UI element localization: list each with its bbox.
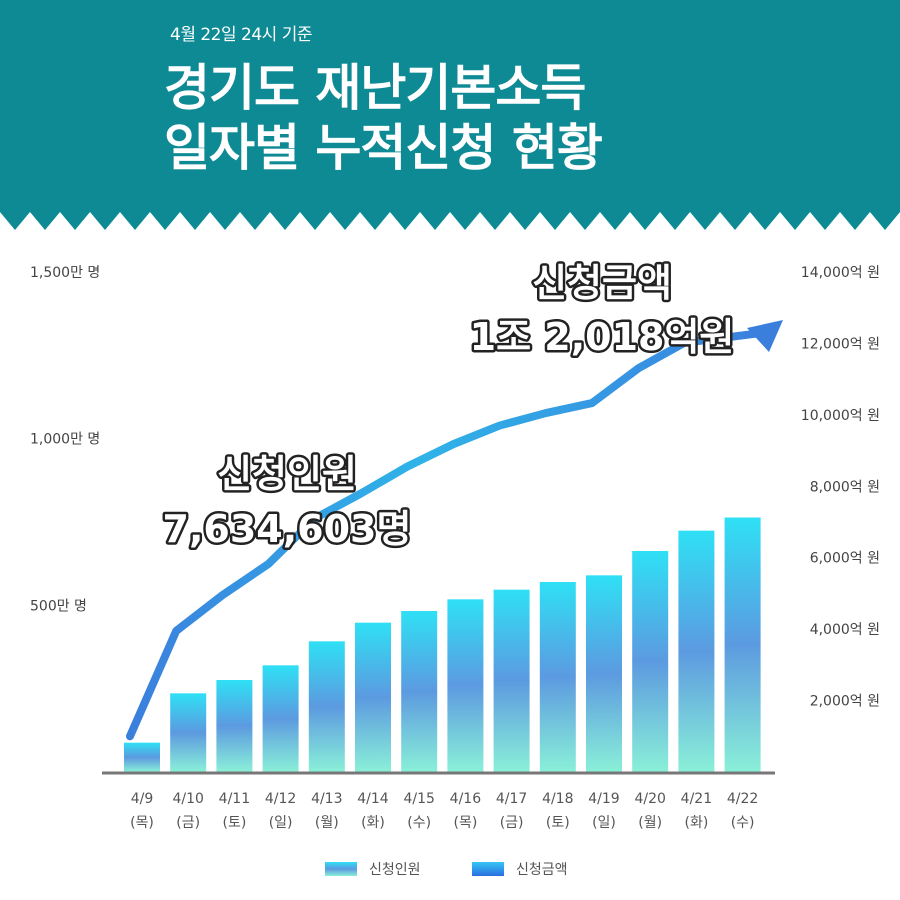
x-tick-label: 4/20	[634, 791, 665, 807]
header-background	[0, 0, 900, 230]
bar-4-10	[170, 693, 207, 772]
x-tick-weekday: (화)	[361, 815, 385, 831]
right-axis-tick-label: 14,000억 원	[801, 265, 880, 281]
legend-swatch-line	[472, 862, 504, 876]
bar-4-9	[124, 742, 160, 772]
x-tick-label: 4/12	[265, 791, 296, 807]
legend-item-amount: 신청금액	[472, 858, 568, 880]
x-tick-label: 4/18	[542, 791, 573, 807]
bar-4-22	[724, 517, 761, 772]
right-axis-tick-label: 6,000억 원	[810, 551, 880, 567]
x-tick-weekday: (일)	[592, 815, 616, 831]
right-axis-tick-label: 10,000억 원	[801, 408, 880, 424]
x-tick-weekday: (금)	[500, 815, 524, 831]
x-tick-weekday: (목)	[130, 815, 154, 831]
bar-4-13	[308, 641, 345, 772]
x-tick-weekday: (화)	[684, 815, 708, 831]
right-axis-tick-label: 2,000억 원	[810, 694, 880, 710]
x-tick-weekday: (토)	[546, 815, 570, 831]
bar-4-19	[586, 575, 622, 772]
bar-4-18	[539, 582, 576, 772]
bar-4-20	[632, 551, 669, 772]
x-tick-label: 4/10	[172, 791, 203, 807]
bar-4-16	[447, 599, 484, 772]
bar-4-17	[493, 589, 530, 772]
legend-label-applicants: 신청인원	[369, 862, 421, 878]
page-title-line2: 일자별 누적신청 현황	[164, 119, 603, 177]
right-axis-tick-label: 12,000억 원	[801, 336, 880, 352]
x-tick-weekday: (목)	[453, 815, 477, 831]
page-title-line1: 경기도 재난기본소득	[164, 59, 586, 117]
annotation-applicants-value: 7,634,603명	[163, 507, 412, 551]
x-tick-label: 4/16	[450, 791, 482, 807]
x-tick-weekday: (금)	[176, 815, 200, 831]
right-axis-tick-label: 4,000억 원	[810, 622, 880, 638]
legend-item-applicants: 신청인원	[325, 858, 421, 880]
x-tick-label: 4/11	[219, 791, 250, 807]
bar-4-11	[216, 680, 253, 772]
x-tick-label: 4/9	[131, 791, 154, 807]
bar-4-12	[262, 665, 299, 772]
x-tick-weekday: (일)	[269, 815, 293, 831]
bar-4-21	[678, 530, 715, 772]
x-tick-weekday: (월)	[315, 815, 339, 831]
legend-label-amount: 신청금액	[516, 862, 568, 878]
x-tick-label: 4/22	[727, 791, 758, 807]
x-tick-label: 4/14	[357, 791, 389, 807]
x-tick-label: 4/15	[403, 791, 434, 807]
legend-swatch-bar	[325, 862, 357, 876]
amount-line	[126, 328, 773, 741]
x-tick-label: 4/19	[588, 791, 619, 807]
left-axis-tick-label: 500만 명	[30, 598, 87, 614]
bar-4-14	[355, 622, 391, 772]
header-banner: 4월 22일 24시 기준 경기도 재난기본소득 일자별 누적신청 현황	[0, 0, 900, 240]
bar-4-15	[401, 611, 438, 772]
x-tick-label: 4/17	[496, 791, 527, 807]
left-axis-tick-label: 1,000만 명	[30, 432, 100, 448]
x-tick-label: 4/21	[681, 791, 712, 807]
annotation-amount-label: 신청금액	[532, 261, 672, 305]
x-tick-weekday: (월)	[638, 815, 662, 831]
x-tick-label: 4/13	[311, 791, 342, 807]
x-tick-weekday: (수)	[731, 815, 755, 831]
annotation-amount-value: 1조 2,018억원	[470, 315, 735, 359]
zigzag-banner-shape	[0, 0, 900, 230]
left-axis-tick-label: 1,500만 명	[30, 265, 100, 281]
x-tick-weekday: (토)	[222, 815, 246, 831]
annotation-applicants-label: 신청인원	[217, 452, 357, 496]
x-tick-weekday: (수)	[407, 815, 431, 831]
basis-date: 4월 22일 24시 기준	[170, 25, 313, 45]
arrow-head	[747, 320, 783, 352]
right-axis-tick-label: 8,000억 원	[810, 479, 880, 495]
